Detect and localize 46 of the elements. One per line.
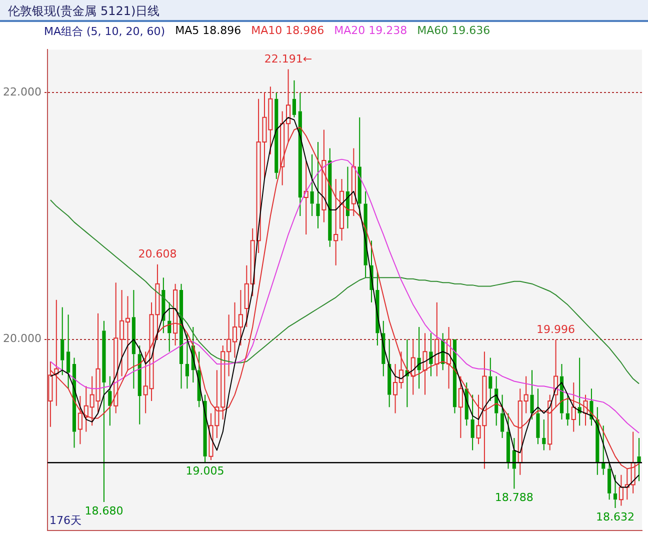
candlestick	[512, 437, 516, 490]
candlestick	[566, 394, 570, 426]
candlestick	[358, 116, 362, 217]
y-tick-label: 20.000	[2, 332, 42, 346]
candlestick	[316, 142, 320, 229]
candlestick	[310, 154, 314, 217]
candlestick	[274, 92, 278, 180]
candlestick	[637, 437, 641, 482]
annotation: 18.632	[596, 510, 634, 524]
candlestick	[500, 394, 504, 438]
candlestick	[132, 290, 136, 390]
candlestick	[108, 376, 112, 426]
candlestick	[429, 332, 433, 377]
candlestick	[66, 314, 70, 390]
candlestick	[613, 474, 618, 508]
candlestick	[60, 306, 64, 376]
text: MA60 19.636	[417, 24, 490, 39]
candlestick	[602, 425, 606, 476]
candlestick	[185, 332, 189, 390]
annotation: 19.996	[536, 323, 576, 336]
candlestick	[138, 344, 142, 425]
annotation: 20.608	[138, 248, 177, 261]
candlestick	[292, 80, 296, 118]
text: MA20 19.238	[334, 24, 408, 39]
candlestick	[542, 418, 546, 451]
legend-title: MA组合 (5, 10, 20, 60)	[44, 24, 166, 40]
candlestick	[102, 320, 106, 503]
candlestick	[530, 370, 534, 420]
text: MA10 18.986	[251, 24, 324, 39]
candlestick	[328, 148, 332, 248]
candlestick	[608, 462, 612, 500]
chart-title: 伦敦银现(贵金属 5121)日线	[0, 0, 648, 22]
candlestick	[506, 412, 510, 470]
annotation: 18.680	[84, 504, 124, 518]
annotation: 22.191←	[264, 52, 312, 66]
candlestick	[470, 394, 474, 451]
candlestick	[298, 92, 302, 217]
candlestick	[203, 394, 207, 462]
candlestick	[488, 357, 492, 402]
text: MA5 18.896	[175, 24, 242, 39]
candlestick	[536, 388, 540, 445]
candlestick	[388, 338, 392, 408]
annotation: 19.005	[186, 464, 224, 478]
y-tick-label: 22.000	[2, 86, 42, 99]
annotation: 176天	[49, 514, 82, 527]
annotation: 18.788	[494, 491, 534, 504]
